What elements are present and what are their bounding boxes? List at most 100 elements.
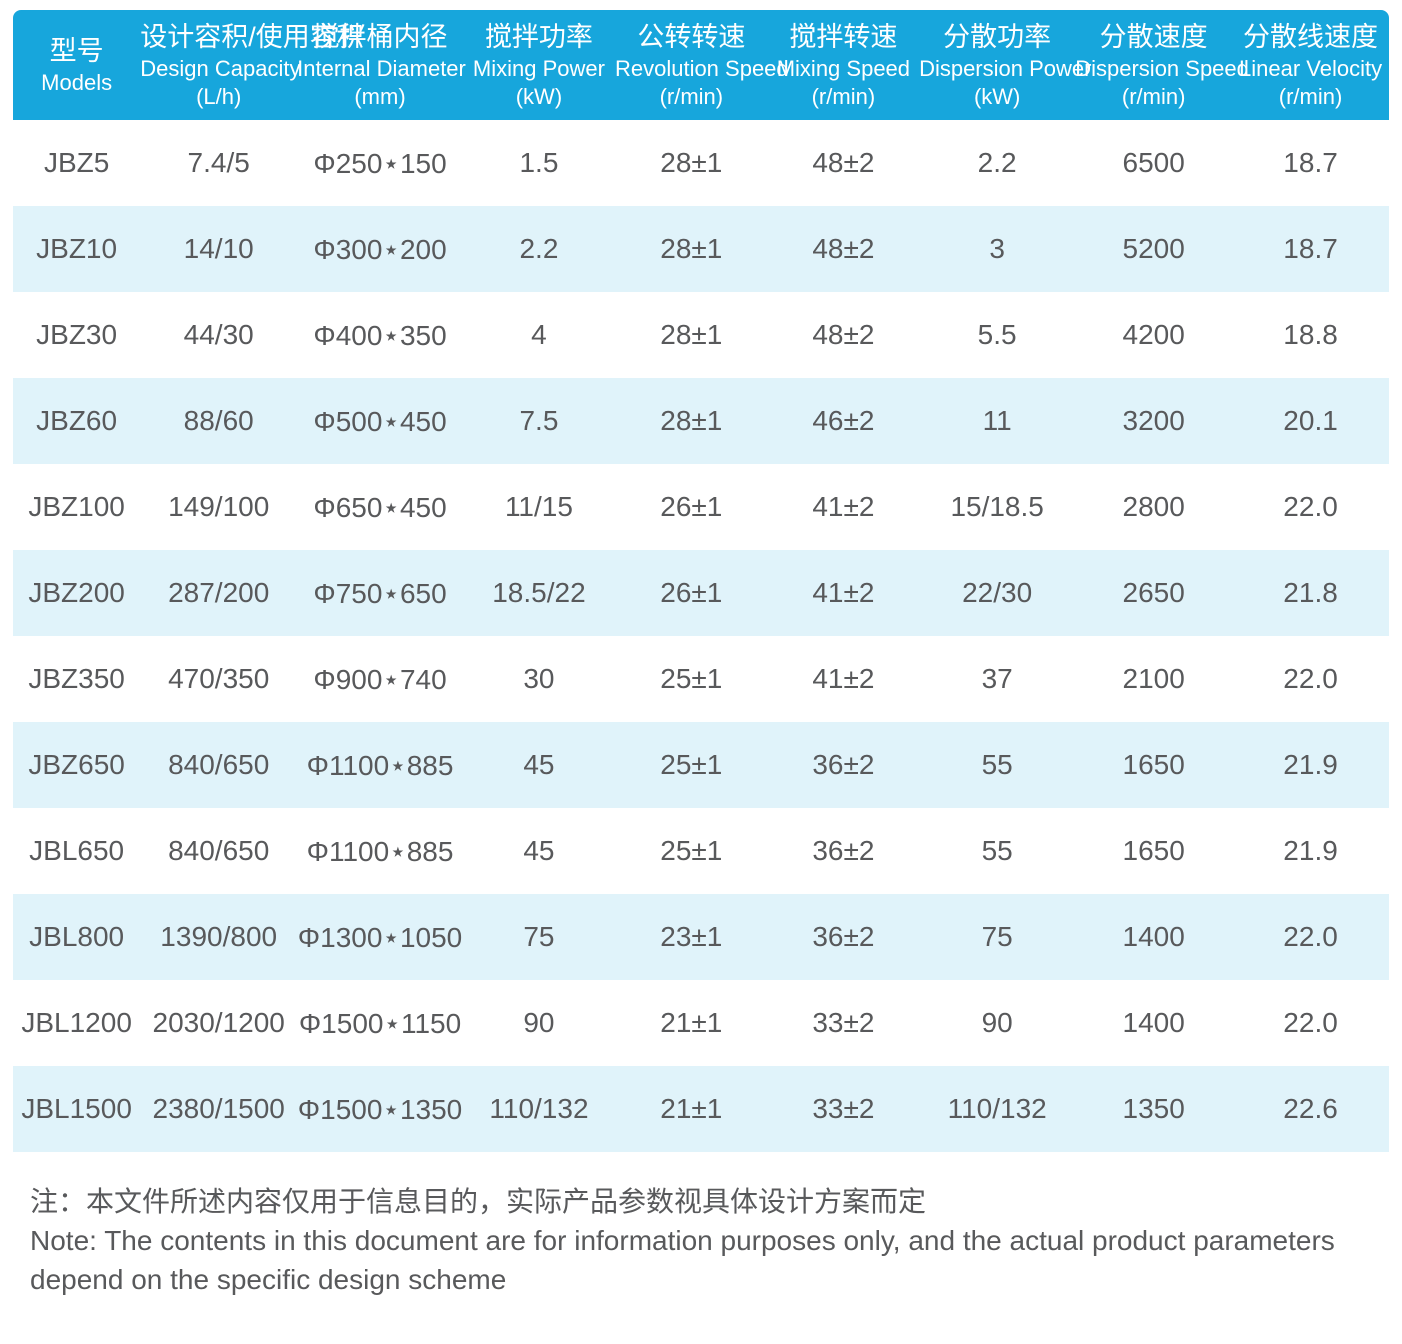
table-row: JBZ10 14/10 Φ300⋆200 2.2 28±1 48±2 3 5200 18.7: [13, 206, 1389, 292]
table-cell: Φ1100⋆885: [306, 835, 454, 867]
table-cell: 55: [919, 722, 1076, 808]
table-cell: 2.2: [462, 206, 615, 292]
table-cell: 33±2: [767, 1066, 920, 1152]
table-cell: Φ1500⋆1350: [297, 1066, 463, 1152]
table-cell: 18.8: [1283, 319, 1338, 350]
table-cell: Φ650⋆450: [313, 491, 447, 523]
table-cell: 110/132: [919, 1066, 1076, 1152]
column-header-unit: (L/h): [196, 83, 242, 109]
column-header-zh: 搅拌功率: [484, 21, 593, 52]
table-cell: 22.0: [1283, 491, 1338, 522]
column-header-unit: (r/min): [1278, 83, 1343, 109]
table-cell: 25±1: [614, 722, 768, 808]
column-header: 分散线速度 Linear Velocity (r/min): [1232, 10, 1389, 120]
spec-table: 型号 Models 设计容积/使用容积 Design Capacity (L/h) 搅拌桶…: [13, 10, 1389, 1152]
footnote-zh: 注：本文件所述内容仅用于信息目的，实际产品参数视具体设计方案而定: [30, 1186, 927, 1217]
table-cell: 55: [981, 835, 1013, 866]
table-cell: 18.7: [1283, 147, 1338, 178]
model-cell: JBZ60: [13, 378, 141, 464]
table-cell: 470/350: [168, 663, 270, 694]
spec-sheet-page: 型号 Models 设计容积/使用容积 Design Capacity (L/h) 搅拌桶…: [13, 10, 1389, 1295]
table-cell: 5200: [1075, 206, 1233, 292]
table-cell: 44/30: [183, 319, 254, 350]
table-cell: 4: [531, 319, 547, 350]
table-cell: 26±1: [614, 550, 768, 636]
table-cell: 22/30: [919, 550, 1076, 636]
table-cell: 149/100: [168, 491, 270, 522]
table-cell: 28±1: [614, 378, 768, 464]
table-cell: 1650: [1075, 722, 1233, 808]
table-cell: 1390/800: [140, 894, 298, 980]
table-cell: 30: [523, 663, 555, 694]
table-row: JBZ650 840/650 Φ1100⋆885 45 25±1 36±2 55 1650 21…: [13, 722, 1389, 808]
table-row: JBL1500 2380/1500 Φ1500⋆1350 110/132 21±1 33±…: [13, 1066, 1389, 1152]
model-cell: JBZ650: [13, 722, 141, 808]
table-cell: 48±2: [812, 147, 875, 178]
table-cell: 22.0: [1283, 663, 1338, 694]
table-cell: 18.7: [1232, 206, 1389, 292]
table-cell: 3: [919, 206, 1076, 292]
column-header-en: Mixing Power: [472, 55, 605, 81]
table-cell: Φ400⋆350: [313, 319, 447, 351]
table-cell: 3200: [1075, 378, 1233, 464]
column-header-zh: 搅拌桶内径: [312, 21, 448, 52]
column-header: 搅拌转速 Mixing Speed (r/min): [767, 10, 920, 120]
table-cell: 840/650: [168, 835, 270, 866]
header-row: 型号 Models 设计容积/使用容积 Design Capacity (L/h) 搅拌桶…: [13, 10, 1389, 120]
model-cell: JBZ100: [28, 491, 125, 522]
table-cell: 48±2: [767, 206, 920, 292]
column-header-zh: 分散线速度: [1243, 21, 1379, 52]
table-cell: 110/132: [462, 1066, 615, 1152]
table-cell: 36±2: [812, 835, 875, 866]
column-header-unit: (r/min): [1121, 83, 1186, 109]
table-cell: 21±1: [660, 1007, 723, 1038]
column-header-zh: 公转转速: [637, 21, 746, 52]
table-cell: 4200: [1122, 319, 1185, 350]
column-header-unit: (mm): [354, 83, 406, 109]
table-cell: 23±1: [614, 894, 768, 980]
column-header-zh: 设计容积/使用容积: [140, 21, 364, 52]
table-cell: 45: [523, 835, 555, 866]
column-header-zh: 分散速度: [1099, 21, 1208, 52]
column-header-en: Linear Velocity: [1239, 55, 1383, 81]
table-cell: 2.2: [977, 147, 1017, 178]
table-cell: 5.5: [977, 319, 1017, 350]
table-cell: 21±1: [614, 1066, 768, 1152]
column-header: 分散功率 Dispersion Power (kW): [919, 10, 1092, 120]
column-header: 设计容积/使用容积 Design Capacity (L/h): [140, 10, 364, 120]
table-cell: 1350: [1075, 1066, 1233, 1152]
table-cell: Φ250⋆150: [313, 147, 447, 179]
column-header-en: Revolution Speed: [614, 55, 789, 81]
column-header: 搅拌功率 Mixing Power (kW): [462, 10, 615, 120]
table-cell: 48±2: [812, 319, 875, 350]
table-cell: 11: [919, 378, 1076, 464]
table-cell: Φ1500⋆1150: [298, 1007, 462, 1039]
table-cell: 21.9: [1283, 835, 1338, 866]
table-cell: 90: [981, 1007, 1013, 1038]
column-header-unit: (kW): [973, 83, 1021, 109]
model-cell: JBL800: [13, 894, 141, 980]
table-cell: 1.5: [519, 147, 559, 178]
table-cell: 2100: [1122, 663, 1185, 694]
table-cell: 37: [981, 663, 1013, 694]
column-header-en: Mixing Speed: [776, 55, 911, 81]
table-body: JBZ5 7.4/5 Φ250⋆150 1.5 28±1 48±2 2.2 6500 18.7 J…: [13, 120, 1389, 1152]
table-cell: 18.5/22: [462, 550, 615, 636]
table-row: JBZ350 470/350 Φ900⋆740 30 25±1 41±2 37 2100 22.…: [13, 636, 1389, 722]
table-cell: 840/650: [140, 722, 298, 808]
column-header-en: Design Capacity: [140, 55, 301, 81]
table-row: JBZ60 88/60 Φ500⋆450 7.5 28±1 46±2 11 3200 20.1: [13, 378, 1389, 464]
table-row: JBZ100 149/100 Φ650⋆450 11/15 26±1 41±2 15/18.…: [13, 464, 1389, 550]
column-header-en: Dispersion Power: [919, 55, 1092, 81]
table-cell: 11/15: [504, 491, 573, 522]
table-cell: 28±1: [660, 319, 723, 350]
table-cell: 26±1: [660, 491, 723, 522]
table-cell: 21.8: [1232, 550, 1389, 636]
table-cell: 25±1: [660, 835, 723, 866]
table-cell: 41±2: [767, 550, 920, 636]
column-header-en: Models: [41, 69, 113, 95]
table-cell: 2380/1500: [140, 1066, 298, 1152]
column-header-zh: 搅拌转速: [789, 21, 898, 52]
table-cell: 1400: [1075, 894, 1233, 980]
table-cell: 25±1: [660, 663, 723, 694]
